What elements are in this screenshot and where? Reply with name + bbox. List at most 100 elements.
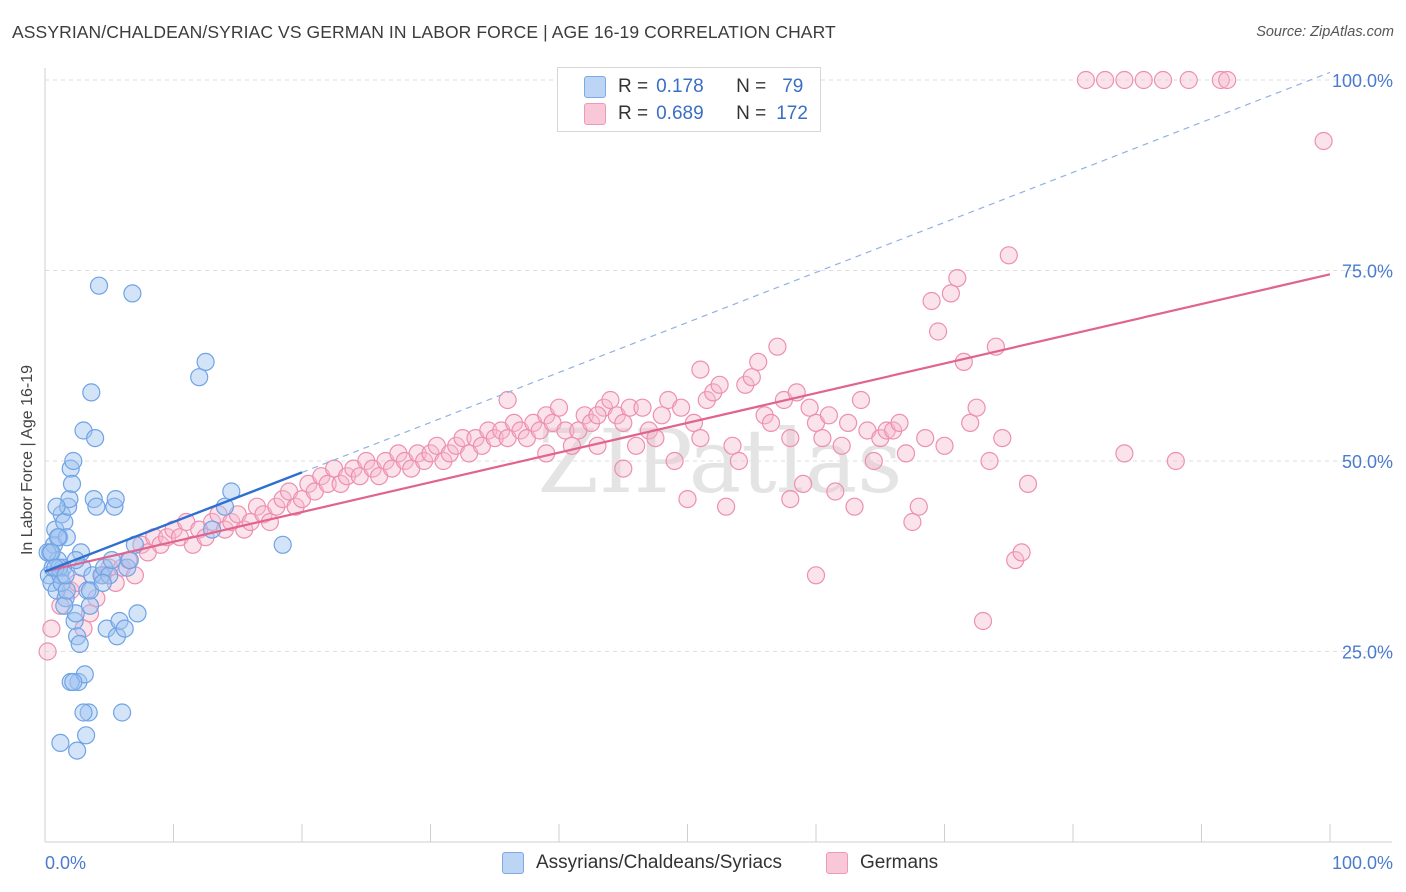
point-germans (42, 619, 61, 638)
point-germans (1134, 70, 1153, 90)
point-germans (626, 436, 646, 455)
legend-n-label: N = (736, 76, 767, 97)
point-germans (832, 436, 851, 455)
point-assyrians (69, 672, 88, 692)
point-germans (729, 451, 749, 471)
point-germans (980, 451, 999, 471)
trend-line-germans (44, 273, 1331, 573)
series-label-assyrians: Assyrians/Chaldeans/Syriacs (536, 852, 783, 873)
point-assyrians (47, 497, 66, 516)
legend-swatch-assyrians (584, 76, 606, 98)
legend-r-label: R = (618, 76, 649, 97)
point-germans (819, 406, 839, 425)
y-axis-label: In Labor Force | Age 16-19 (19, 364, 36, 556)
point-assyrians (64, 672, 83, 692)
point-germans (793, 474, 813, 493)
point-germans (967, 398, 986, 417)
point-germans (935, 436, 954, 455)
point-assyrians (55, 512, 74, 532)
point-germans (389, 444, 408, 463)
point-germans (1012, 543, 1031, 562)
point-germans (755, 406, 774, 425)
point-assyrians (55, 596, 74, 615)
series-legend-germans: Germans (826, 852, 938, 874)
point-germans (1218, 70, 1237, 90)
point-assyrians (64, 451, 83, 471)
point-germans (691, 429, 710, 448)
point-assyrians (89, 276, 109, 295)
point-germans (826, 482, 845, 501)
point-assyrians (79, 703, 98, 722)
point-assyrians (76, 726, 96, 745)
point-assyrians (105, 497, 124, 516)
y-tick-label: 25.0% (1342, 643, 1393, 663)
point-assyrians (65, 611, 84, 631)
point-germans (1115, 70, 1134, 90)
point-germans (716, 497, 736, 516)
legend-r-value: 0.689 (656, 103, 704, 124)
point-germans (267, 497, 286, 516)
point-germans (909, 497, 928, 516)
point-germans (704, 383, 723, 402)
series-legend: Assyrians/Chaldeans/Syriacs Germans (0, 852, 1406, 876)
point-germans (1115, 444, 1134, 463)
point-germans (415, 451, 434, 471)
point-assyrians (56, 589, 75, 608)
legend-swatch-germans (584, 103, 606, 125)
point-germans (813, 429, 832, 448)
point-germans (948, 269, 967, 288)
point-germans (845, 497, 864, 516)
x-tick-label: 100.0% (1332, 853, 1393, 873)
point-germans (440, 444, 459, 463)
point-germans (768, 337, 787, 356)
point-assyrians (112, 703, 132, 722)
point-germans (479, 421, 498, 440)
point-germans (80, 604, 100, 623)
point-germans (498, 390, 517, 410)
point-germans (922, 291, 941, 311)
point-assyrians (93, 573, 112, 593)
point-assyrians (38, 543, 57, 562)
point-germans (928, 322, 948, 341)
point-germans (575, 406, 594, 425)
y-tick-label: 50.0% (1342, 452, 1393, 472)
point-germans (736, 375, 755, 394)
series-label-germans: Germans (860, 852, 939, 873)
point-germans (106, 573, 125, 593)
point-germans (903, 512, 922, 532)
point-assyrians (51, 733, 70, 753)
point-germans (1018, 474, 1038, 493)
point-germans (697, 390, 716, 410)
point-germans (890, 413, 909, 432)
point-germans (1153, 70, 1173, 90)
point-assyrians (85, 429, 105, 448)
point-germans (806, 566, 826, 585)
point-germans (916, 429, 935, 448)
point-germans (665, 451, 684, 471)
point-germans (954, 352, 973, 371)
point-germans (781, 429, 800, 448)
point-germans (761, 413, 781, 432)
point-assyrians (196, 352, 215, 371)
point-germans (260, 512, 279, 532)
point-germans (678, 490, 697, 509)
point-germans (286, 497, 305, 516)
point-germans (504, 413, 524, 432)
point-germans (614, 459, 633, 478)
point-germans (453, 429, 472, 448)
point-germans (993, 429, 1012, 448)
point-assyrians (57, 581, 76, 600)
point-assyrians (56, 566, 75, 585)
series-swatch-assyrians (502, 852, 524, 874)
trend-line-assyrians (44, 471, 303, 573)
point-germans (671, 398, 691, 417)
point-germans (633, 398, 652, 417)
point-germans (588, 406, 607, 425)
point-germans (723, 436, 742, 455)
point-assyrians (190, 368, 209, 387)
point-assyrians (106, 490, 125, 509)
series-legend-assyrians: Assyrians/Chaldeans/Syriacs (502, 852, 782, 874)
point-germans (337, 467, 357, 486)
point-germans (749, 352, 768, 371)
legend-r-label: R = (618, 103, 649, 124)
